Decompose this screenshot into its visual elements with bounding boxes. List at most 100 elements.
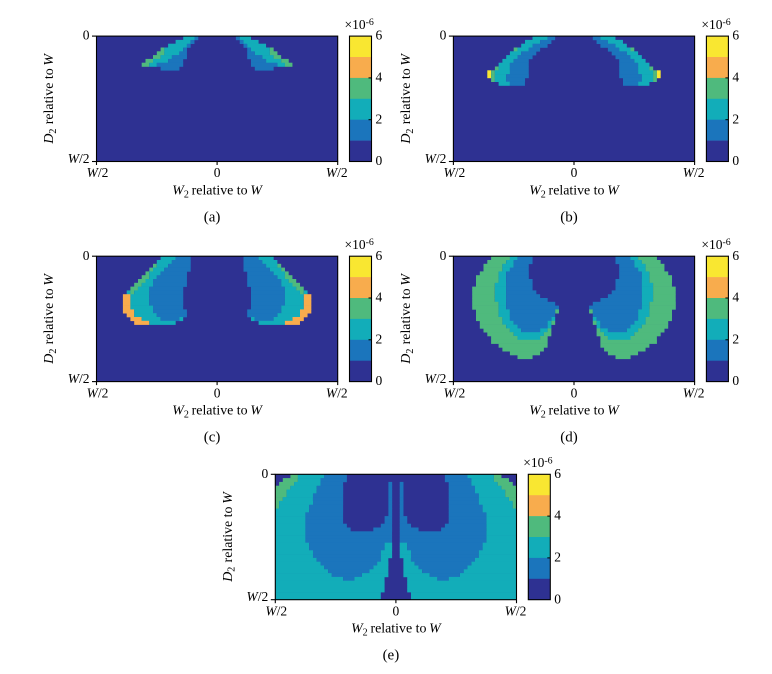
svg-text:2: 2 [376,111,383,126]
svg-text:W/2: W/2 [444,165,466,180]
svg-text:4: 4 [554,508,561,523]
svg-text:2: 2 [227,567,238,572]
svg-text:W/2: W/2 [683,385,705,400]
svg-text:×10: ×10 [523,455,544,470]
svg-text:2: 2 [184,410,189,421]
svg-text:2: 2 [363,628,368,639]
svg-text:(b): (b) [560,210,578,226]
svg-text:W/2: W/2 [68,151,90,166]
svg-text:0: 0 [214,385,221,400]
svg-text:2: 2 [541,189,546,200]
svg-text:2: 2 [732,331,739,346]
svg-text:0: 0 [83,28,90,43]
svg-text:2: 2 [405,349,416,354]
svg-text:0: 0 [440,28,447,43]
svg-text:W: W [172,184,185,199]
svg-text:W/2: W/2 [326,165,348,180]
svg-text:0: 0 [554,591,561,606]
svg-text:D: D [221,572,236,583]
svg-text:2: 2 [184,189,189,200]
svg-text:W/2: W/2 [683,165,705,180]
svg-text:W/2: W/2 [87,385,109,400]
svg-text:relative to: relative to [399,286,414,347]
svg-text:2: 2 [732,111,739,126]
svg-text:×10: ×10 [345,237,366,252]
svg-text:W: W [607,184,620,199]
svg-text:0: 0 [214,165,221,180]
svg-text:-6: -6 [544,455,552,466]
svg-text:relative to: relative to [546,184,607,199]
svg-text:-6: -6 [723,237,731,248]
svg-text:W/2: W/2 [444,385,466,400]
svg-text:0: 0 [440,248,447,263]
svg-text:6: 6 [554,466,561,481]
svg-text:0: 0 [571,385,578,400]
svg-text:2: 2 [48,349,59,354]
svg-text:W/2: W/2 [87,165,109,180]
svg-text:relative to: relative to [42,286,57,347]
svg-text:W: W [529,184,542,199]
svg-text:D: D [399,134,414,145]
svg-text:W: W [42,273,57,286]
svg-text:4: 4 [732,70,739,85]
svg-text:W/2: W/2 [326,385,348,400]
svg-text:W: W [529,404,542,419]
svg-text:×10: ×10 [701,17,722,32]
svg-text:-6: -6 [366,237,374,248]
svg-text:(e): (e) [383,648,400,664]
svg-text:(a): (a) [204,210,221,226]
svg-text:×10: ×10 [345,17,366,32]
svg-text:0: 0 [376,153,383,168]
svg-text:relative to: relative to [189,184,250,199]
svg-text:relative to: relative to [221,504,236,565]
svg-text:6: 6 [732,248,739,263]
svg-text:0: 0 [732,153,739,168]
svg-text:relative to: relative to [368,622,429,637]
svg-text:W: W [351,622,364,637]
svg-text:W: W [250,184,263,199]
svg-text:2: 2 [48,129,59,134]
svg-text:(d): (d) [560,430,578,446]
svg-text:W: W [399,273,414,286]
svg-text:relative to: relative to [399,66,414,127]
svg-text:0: 0 [732,373,739,388]
svg-text:0: 0 [393,603,400,618]
svg-text:W: W [221,491,236,504]
svg-text:W/2: W/2 [425,151,447,166]
svg-text:W: W [399,53,414,66]
svg-text:D: D [42,354,57,365]
svg-text:6: 6 [732,28,739,43]
svg-text:W: W [172,404,185,419]
svg-text:6: 6 [376,28,383,43]
svg-text:W: W [42,53,57,66]
svg-text:W/2: W/2 [265,603,287,618]
svg-text:D: D [399,354,414,365]
svg-text:W/2: W/2 [425,371,447,386]
svg-text:4: 4 [376,70,383,85]
svg-text:0: 0 [83,248,90,263]
svg-text:(c): (c) [204,430,221,446]
svg-text:W/2: W/2 [247,589,269,604]
svg-text:W/2: W/2 [505,603,527,618]
svg-text:×10: ×10 [701,237,722,252]
svg-text:6: 6 [376,248,383,263]
svg-text:W: W [429,622,442,637]
svg-text:-6: -6 [366,17,374,28]
svg-text:relative to: relative to [546,404,607,419]
svg-text:4: 4 [376,290,383,305]
svg-text:D: D [42,134,57,145]
svg-text:0: 0 [571,165,578,180]
svg-text:relative to: relative to [42,66,57,127]
svg-text:2: 2 [405,129,416,134]
svg-text:W/2: W/2 [68,371,90,386]
svg-text:W: W [607,404,620,419]
svg-text:2: 2 [376,331,383,346]
svg-text:0: 0 [262,466,269,481]
svg-text:2: 2 [554,550,561,565]
svg-text:relative to: relative to [189,404,250,419]
svg-text:4: 4 [732,290,739,305]
svg-text:0: 0 [376,373,383,388]
svg-text:-6: -6 [723,17,731,28]
svg-text:W: W [250,404,263,419]
svg-text:2: 2 [541,410,546,421]
